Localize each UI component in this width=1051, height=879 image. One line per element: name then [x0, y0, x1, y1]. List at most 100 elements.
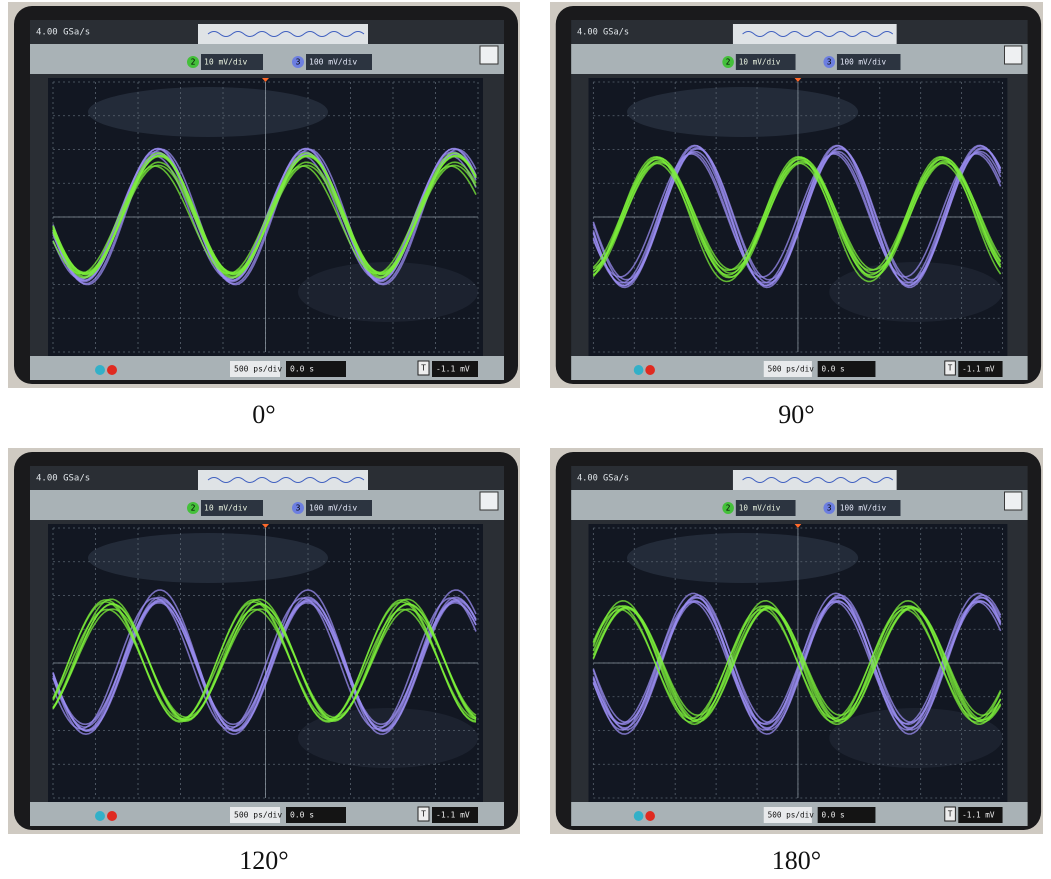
top-bar	[30, 490, 504, 520]
overview	[732, 470, 897, 490]
waveform	[52, 601, 477, 722]
trigger-level: -1.1 mV	[436, 811, 470, 820]
waveform	[592, 153, 1002, 278]
delay: 0.0 s	[290, 811, 314, 820]
ch3-number: 3	[827, 503, 832, 512]
delay: 0.0 s	[822, 810, 845, 819]
trigger-icon: T	[948, 363, 953, 372]
waveform	[592, 151, 1002, 284]
trigger-icon: T	[421, 364, 426, 373]
waveform	[592, 605, 1002, 723]
timebase: 500 ps/div	[234, 365, 282, 374]
caption: 120°	[239, 846, 289, 875]
trigger-box	[432, 361, 478, 377]
waveform	[52, 603, 477, 721]
waveform	[52, 154, 477, 278]
waveform	[592, 144, 1002, 289]
caption: 0°	[252, 400, 276, 429]
scope-photo: 4.00 GSa/s 2 10 mV/div 3 100 mV/div 500 …	[8, 2, 520, 388]
run-icon	[1004, 491, 1023, 511]
run-icon	[479, 45, 499, 65]
trigger-level: -1.1 mV	[962, 810, 995, 819]
overview	[198, 470, 368, 490]
ch3-box	[836, 54, 901, 70]
ch2-number: 2	[191, 58, 196, 67]
top-bar	[30, 44, 504, 74]
waveform	[52, 597, 477, 730]
trigger-level: -1.1 mV	[436, 365, 470, 374]
waveform	[52, 589, 477, 732]
timebase-box	[763, 361, 812, 377]
ch2-box	[735, 54, 796, 70]
timebase-box	[230, 361, 280, 377]
ch2-badge	[722, 56, 734, 68]
ch3-badge	[823, 502, 836, 514]
timebase-box	[230, 807, 280, 823]
sample-rate: 4.00 GSa/s	[36, 474, 90, 484]
delay: 0.0 s	[290, 365, 314, 374]
trigger-icon-box	[417, 360, 430, 376]
sample-rate: 4.00 GSa/s	[577, 27, 629, 37]
scope-panel: 4.00 GSa/s 2 10 mV/div 3 100 mV/div 500 …	[8, 448, 520, 879]
ch2-number: 2	[726, 503, 731, 512]
waveform	[592, 599, 1002, 726]
waveform	[52, 148, 477, 286]
ch3-badge	[292, 502, 304, 514]
sample-rate: 4.00 GSa/s	[577, 473, 629, 483]
waveform	[592, 607, 1002, 723]
ch3-box	[306, 500, 372, 516]
top-bar	[571, 44, 1028, 74]
trigger-icon-box	[944, 806, 956, 822]
ch2-badge	[187, 56, 199, 68]
scope-panel: 4.00 GSa/s 2 10 mV/div 3 100 mV/div 500 …	[550, 2, 1043, 438]
caption: 90°	[778, 400, 815, 429]
timebase-box	[763, 807, 812, 823]
run-icon	[479, 491, 499, 511]
ch3-number: 3	[827, 57, 832, 66]
ch2-badge	[187, 502, 199, 514]
run-icon	[1004, 45, 1023, 65]
ch3-box	[836, 500, 901, 516]
ch2-badge	[722, 502, 734, 514]
delay: 0.0 s	[822, 364, 845, 373]
ch3-badge	[823, 56, 836, 68]
ch2-scale: 10 mV/div	[204, 58, 248, 67]
ch3-scale: 100 mV/div	[309, 58, 357, 67]
timebase: 500 ps/div	[768, 810, 815, 819]
waveform	[52, 598, 477, 723]
ch3-box	[306, 54, 372, 70]
ch3-badge	[292, 56, 304, 68]
trigger-level: -1.1 mV	[962, 364, 995, 373]
delay-box	[817, 361, 876, 377]
waveform	[592, 606, 1002, 721]
ch2-scale: 10 mV/div	[739, 503, 781, 512]
trigger-icon-box	[944, 360, 956, 376]
ch2-box	[201, 500, 263, 516]
waveform	[592, 592, 1002, 731]
caption: 180°	[771, 846, 822, 875]
ch3-scale: 100 mV/div	[840, 503, 887, 512]
scope-panel: 4.00 GSa/s 2 10 mV/div 3 100 mV/div 500 …	[550, 448, 1043, 879]
trigger-icon: T	[948, 809, 953, 818]
delay-box	[286, 807, 346, 823]
ch3-scale: 100 mV/div	[840, 57, 887, 66]
ch2-scale: 10 mV/div	[739, 57, 781, 66]
overview	[198, 24, 368, 44]
waveform	[52, 165, 477, 275]
top-bar	[571, 490, 1028, 520]
trigger-box	[958, 807, 1003, 823]
overview	[732, 24, 897, 44]
waveform	[592, 161, 1002, 271]
waveform	[592, 156, 1002, 279]
ch3-number: 3	[296, 504, 301, 513]
ch3-scale: 100 mV/div	[309, 504, 357, 513]
trigger-icon: T	[421, 810, 426, 819]
scope-panel: 4.00 GSa/s 2 10 mV/div 3 100 mV/div 500 …	[8, 2, 520, 438]
timebase: 500 ps/div	[234, 811, 282, 820]
sample-rate: 4.00 GSa/s	[36, 28, 90, 38]
ch2-number: 2	[726, 57, 731, 66]
trigger-box	[432, 807, 478, 823]
ch3-number: 3	[296, 58, 301, 67]
ch2-scale: 10 mV/div	[204, 504, 248, 513]
